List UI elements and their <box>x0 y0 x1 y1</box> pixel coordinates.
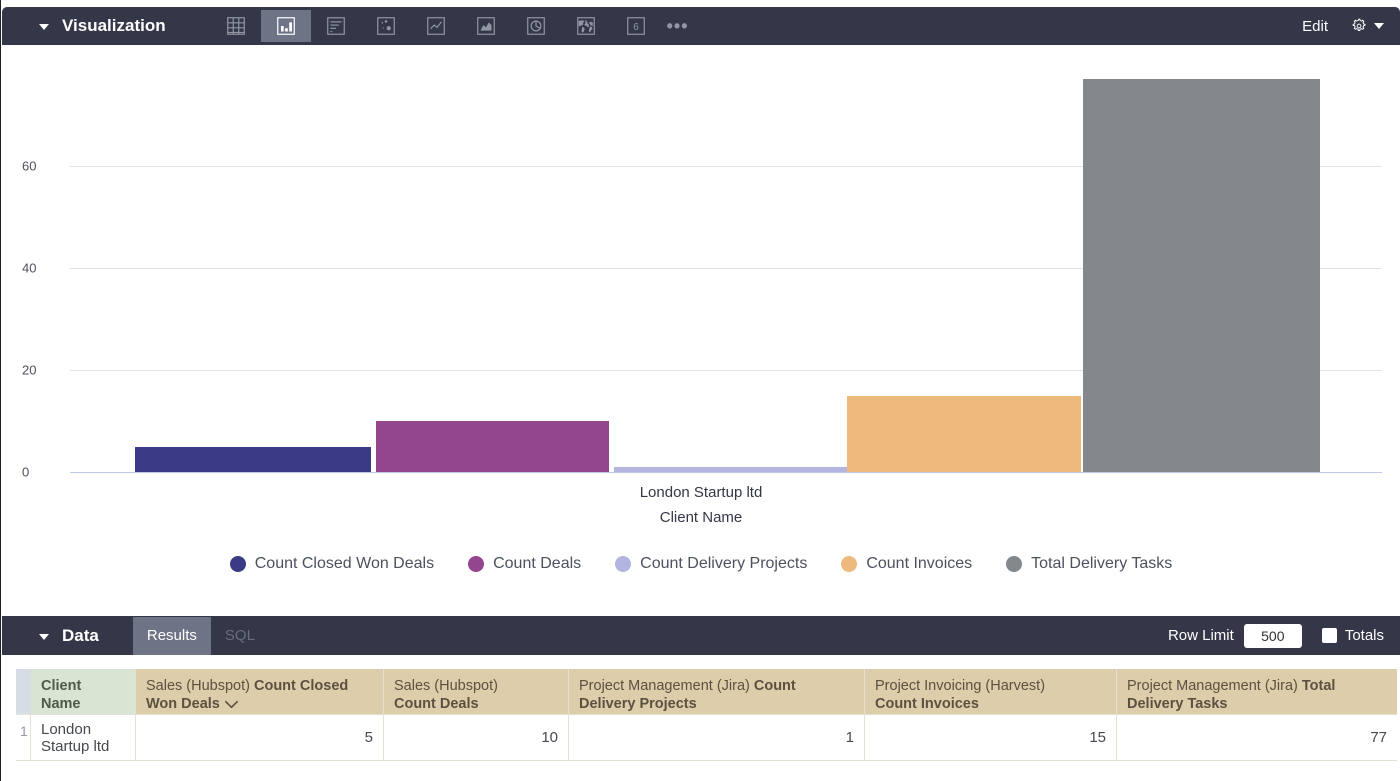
svg-text:6: 6 <box>633 22 639 33</box>
